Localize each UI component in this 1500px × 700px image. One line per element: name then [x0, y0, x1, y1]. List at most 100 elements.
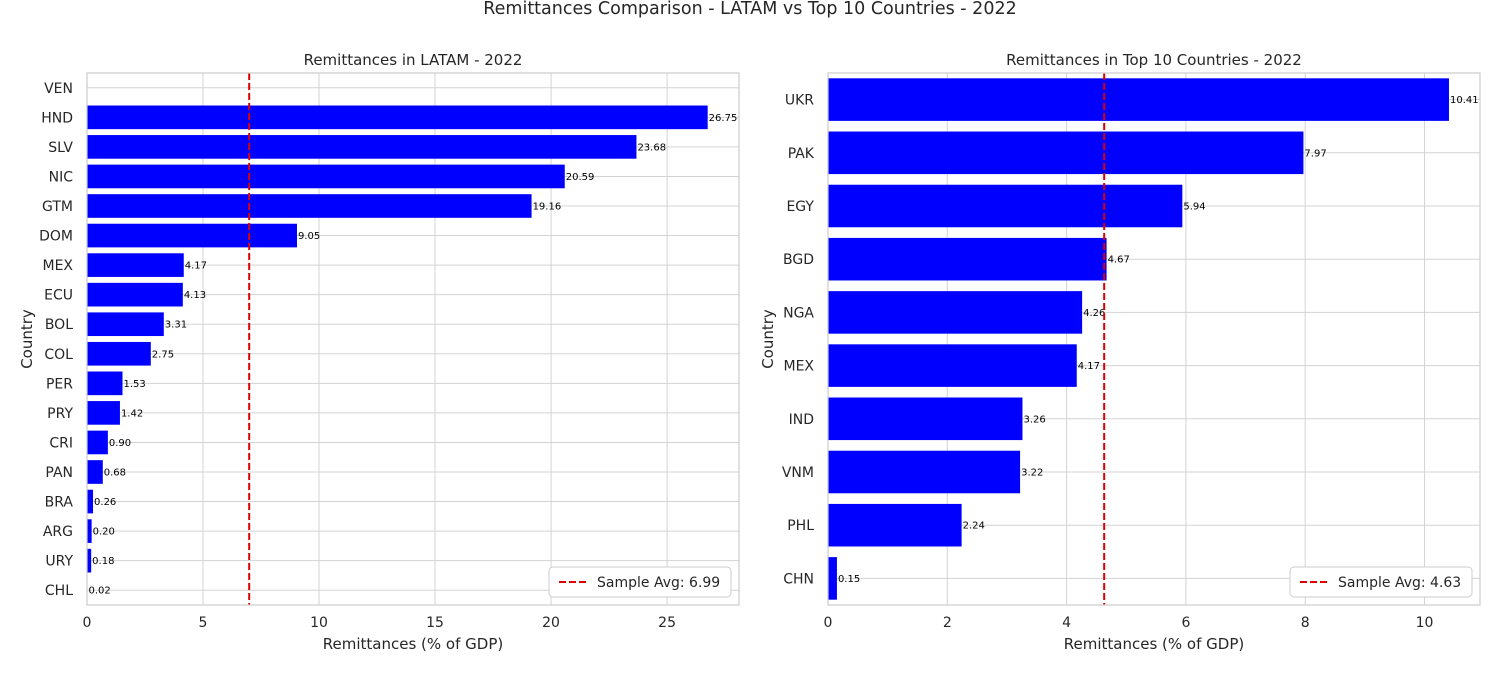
y-tick-label: PHL: [787, 518, 814, 534]
bar-phl: [828, 503, 962, 547]
x-tick-label: 20: [542, 615, 560, 631]
bar-ury: [87, 548, 92, 573]
value-label: 2.24: [963, 521, 985, 532]
bar-pan: [87, 460, 103, 484]
bar-mex: [87, 253, 184, 277]
y-tick-label: IND: [789, 412, 814, 428]
y-tick-label: BRA: [45, 495, 74, 511]
bar-ukr: [828, 78, 1449, 121]
legend-label: Sample Avg: 6.99: [597, 575, 720, 591]
value-label: 19.16: [533, 202, 562, 213]
bar-gtm: [87, 194, 532, 218]
panel-title: Remittances in Top 10 Countries - 2022: [1006, 51, 1302, 69]
bar-nga: [828, 291, 1083, 334]
y-tick-label: EGY: [786, 199, 814, 215]
value-label: 23.68: [637, 142, 666, 153]
value-label: 0.15: [838, 574, 860, 585]
bar-pry: [87, 401, 120, 425]
value-label: 2.75: [152, 349, 174, 360]
bar-vnm: [828, 450, 1021, 494]
value-label: 10.41: [1450, 95, 1479, 106]
x-tick-label: 0: [83, 615, 92, 631]
value-label: 9.05: [298, 231, 320, 242]
legend: Sample Avg: 4.63: [1289, 566, 1473, 598]
x-tick-label: 4: [1062, 615, 1071, 631]
bar-bra: [87, 489, 94, 514]
y-tick-label: BGD: [783, 252, 814, 268]
y-tick-label: ECU: [44, 288, 73, 304]
x-axis-label: Remittances (% of GDP): [323, 635, 503, 653]
y-tick-label: ARG: [43, 524, 73, 540]
value-label: 3.26: [1023, 414, 1045, 425]
legend-box: [1289, 566, 1473, 598]
y-tick-label: DOM: [39, 229, 73, 245]
y-tick-label: NGA: [783, 305, 814, 321]
panel-title: Remittances in LATAM - 2022: [304, 51, 523, 69]
bar-col: [87, 341, 151, 366]
value-label: 0.20: [93, 527, 115, 538]
bar-cri: [87, 430, 108, 455]
value-label: 4.26: [1083, 308, 1105, 319]
y-tick-label: PER: [46, 376, 73, 392]
panel-1: 26.75 23.68 20.59 19.16 9.05 4.17 4.13 3.31 2.75…: [18, 51, 740, 653]
y-tick-label: VEN: [44, 81, 73, 97]
y-tick-label: CRI: [49, 435, 73, 451]
x-axis-label: Remittances (% of GDP): [1064, 635, 1244, 653]
axes-frame: [827, 72, 1481, 606]
value-label: 4.17: [185, 261, 207, 272]
legend: Sample Avg: 6.99: [548, 566, 732, 598]
y-tick-label: NIC: [49, 169, 74, 185]
bar-per: [87, 371, 123, 396]
y-tick-label: UKR: [785, 93, 814, 109]
value-label: 5.94: [1183, 202, 1205, 213]
bar-bgd: [828, 237, 1107, 281]
bar-dom: [87, 223, 297, 248]
y-tick-label: GTM: [42, 199, 73, 215]
value-label: 0.90: [109, 438, 131, 449]
legend-box: [548, 566, 732, 598]
x-tick-label: 5: [199, 615, 208, 631]
plot-area-1: [87, 73, 739, 605]
y-axis-label: Country: [759, 309, 777, 369]
panel-2: 10.41 7.97 5.94 4.67 4.26 4.17 3.26 3.22 2.24 0.1…: [759, 51, 1481, 653]
axes-frame: [86, 72, 740, 606]
legend-label: Sample Avg: 4.63: [1338, 575, 1461, 591]
bar-hnd: [87, 105, 708, 130]
bar-slv: [87, 135, 637, 159]
y-tick-label: PAN: [45, 465, 73, 481]
y-tick-label: HND: [41, 110, 73, 126]
value-label: 3.22: [1021, 468, 1043, 479]
value-label: 4.13: [184, 290, 206, 301]
bar-ecu: [87, 282, 183, 307]
y-tick-label: VNM: [782, 465, 814, 481]
x-tick-label: 6: [1181, 615, 1190, 631]
x-tick-label: 2: [943, 615, 952, 631]
bar-nic: [87, 164, 565, 189]
y-tick-label: URY: [45, 554, 73, 570]
bar-egy: [828, 184, 1183, 228]
bar-mex: [828, 344, 1077, 387]
x-tick-label: 0: [824, 615, 833, 631]
y-tick-label: PAK: [788, 146, 815, 162]
x-tick-label: 10: [310, 615, 328, 631]
y-tick-label: SLV: [48, 140, 73, 156]
value-label: 3.31: [165, 320, 187, 331]
y-tick-label: PRY: [47, 406, 73, 422]
bar-ind: [828, 397, 1023, 441]
value-label: 0.18: [92, 556, 114, 567]
value-label: 26.75: [709, 113, 738, 124]
y-tick-label: COL: [44, 347, 73, 363]
value-label: 7.97: [1304, 148, 1326, 159]
value-label: 1.53: [124, 379, 146, 390]
value-label: 0.26: [94, 497, 116, 508]
y-tick-label: MEX: [42, 258, 73, 274]
y-axis-label: Country: [18, 309, 36, 369]
y-tick-label: MEX: [783, 359, 814, 375]
bar-bol: [87, 312, 164, 337]
value-label: 4.67: [1108, 255, 1130, 266]
x-tick-label: 15: [426, 615, 444, 631]
x-tick-label: 10: [1416, 615, 1434, 631]
bar-pak: [828, 131, 1304, 175]
value-label: 0.02: [88, 586, 110, 597]
